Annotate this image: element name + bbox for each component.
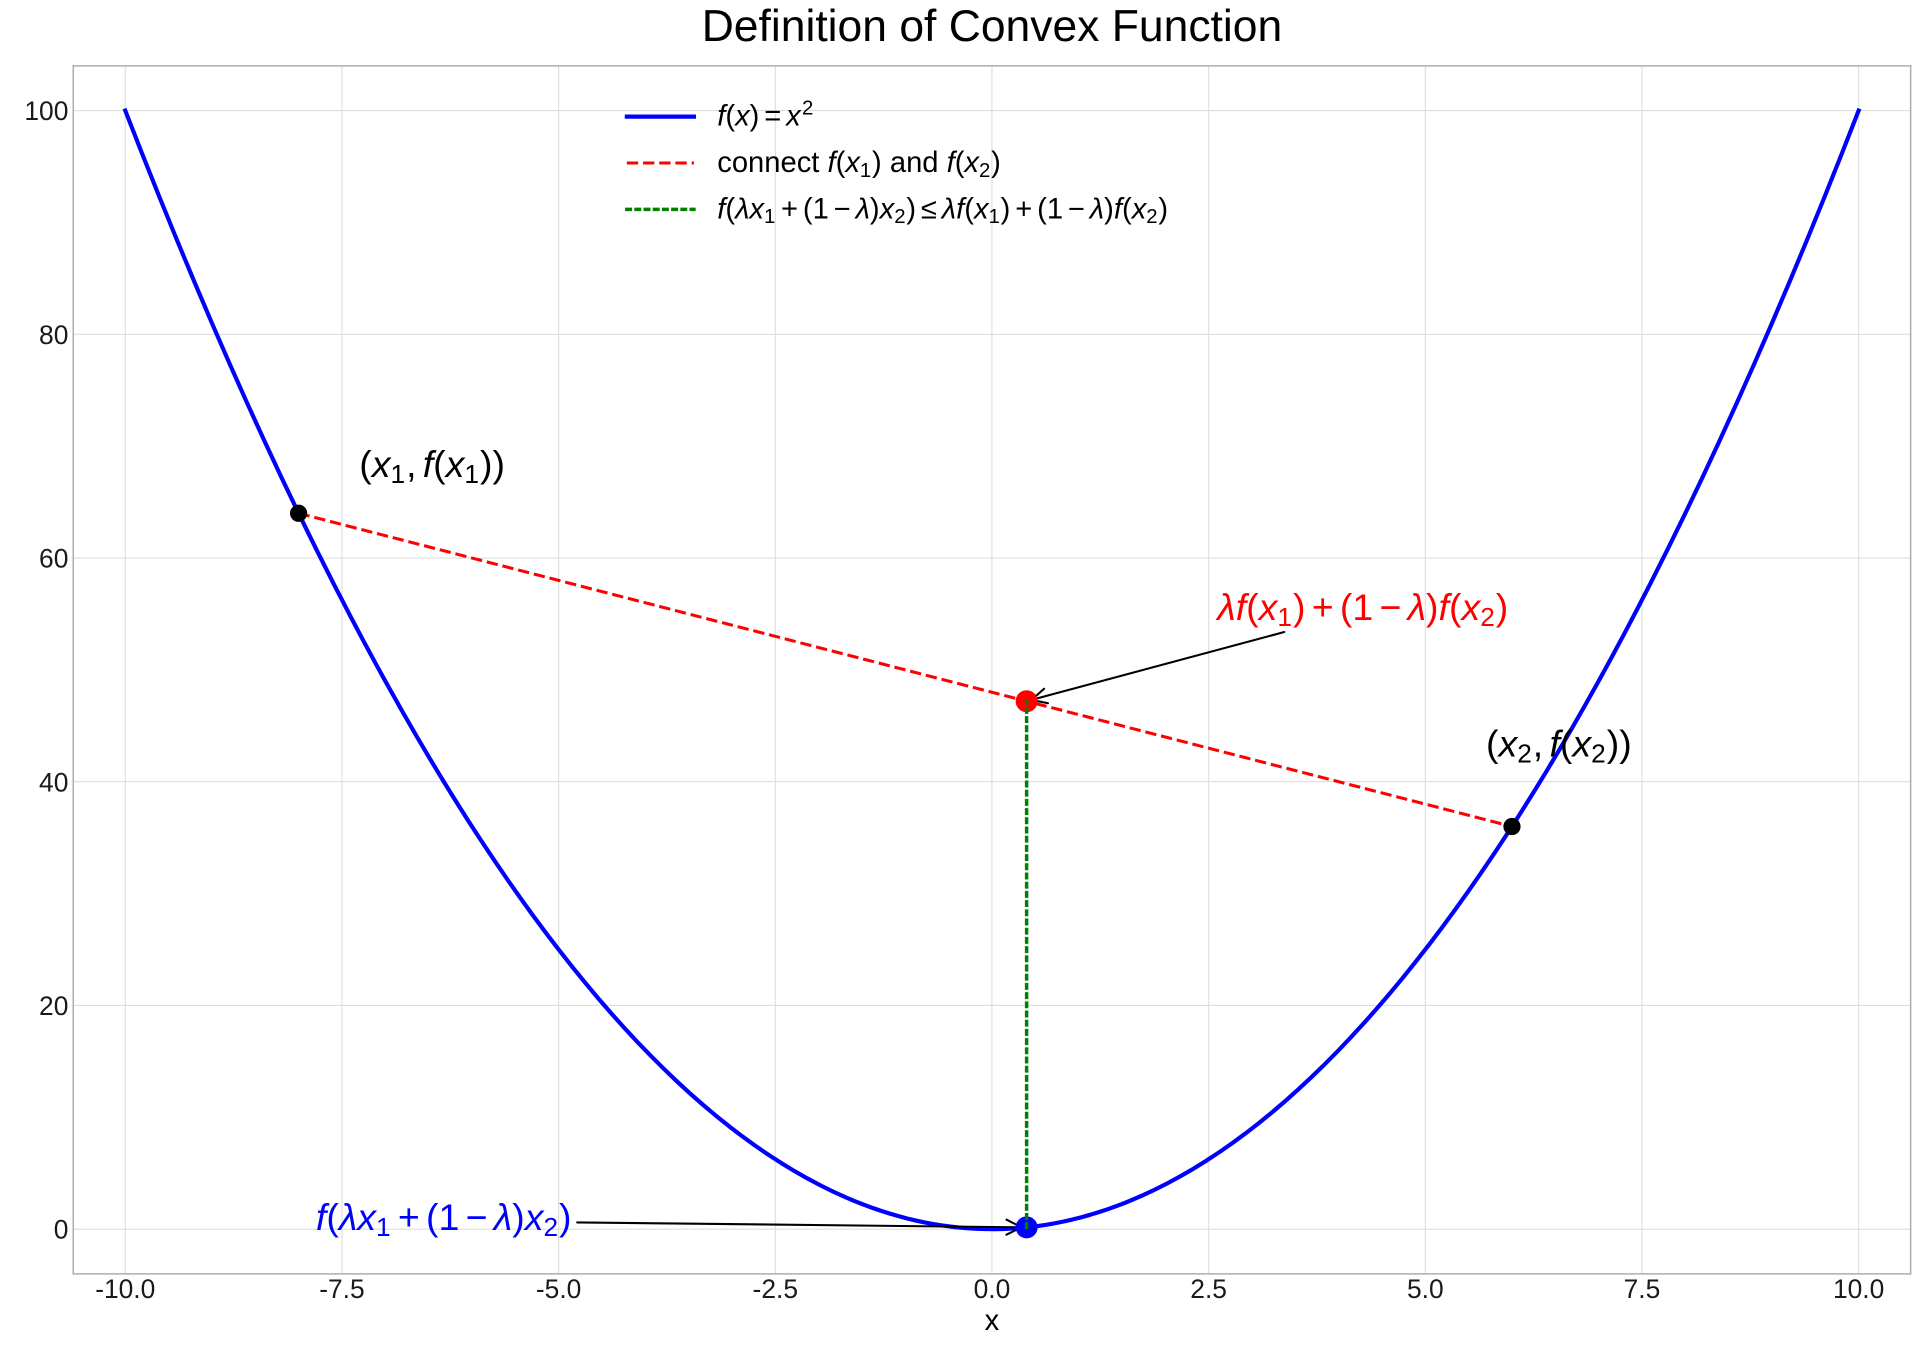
svg-text:0: 0 <box>54 1215 69 1245</box>
svg-text:60: 60 <box>39 544 68 574</box>
svg-text:5.0: 5.0 <box>1407 1274 1444 1304</box>
svg-text:40: 40 <box>39 767 68 797</box>
svg-text:-5.0: -5.0 <box>536 1274 581 1304</box>
svg-text:-7.5: -7.5 <box>319 1274 364 1304</box>
svg-text:-2.5: -2.5 <box>753 1274 798 1304</box>
svg-text:100: 100 <box>24 96 68 126</box>
svg-text:Definition of Convex Function: Definition of Convex Function <box>702 2 1282 51</box>
svg-text:2.5: 2.5 <box>1190 1274 1227 1304</box>
svg-text:f x x (: f x x ( ) = 2 <box>717 98 813 133</box>
svg-text:( , ( ): ( , ( ) ) x f x 2 2 <box>1486 723 1637 769</box>
svg-text:λ f x λ: λ f x λ f x ( ) + ( 1 − ) ( ) 1 2 <box>1215 586 1514 632</box>
svg-text:c o n n: c o n n e c t ( ) a n d ( ) f x f x 1 2 <box>717 147 1006 182</box>
svg-text:x: x <box>985 1305 1000 1337</box>
svg-text:80: 80 <box>39 320 68 350</box>
svg-text:( , ( ): ( , ( ) ) x f x 1 1 <box>359 443 510 489</box>
svg-text:-10.0: -10.0 <box>95 1274 155 1304</box>
svg-text:7.5: 7.5 <box>1624 1274 1661 1304</box>
svg-text:10.0: 10.0 <box>1833 1274 1884 1304</box>
svg-text:0.0: 0.0 <box>974 1274 1011 1304</box>
svg-text:f λ x λ: f λ x λ x ( + ( 1 − ) ) 1 2 <box>316 1196 577 1242</box>
svg-text:f λ x λ: f λ x λ x λ f x λ f x ( + ( 1 − ) ) ≤ ( … <box>717 194 1173 229</box>
svg-text:20: 20 <box>39 991 68 1021</box>
